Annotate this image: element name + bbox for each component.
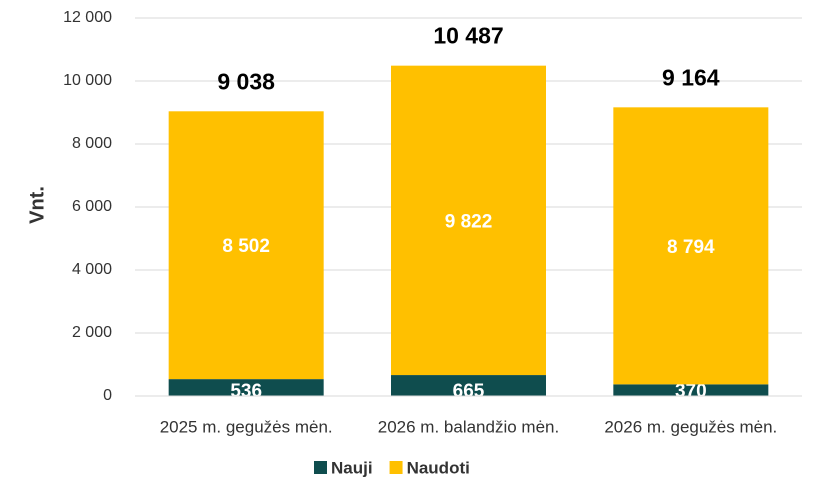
legend-swatch xyxy=(314,461,327,474)
bar-segment xyxy=(168,111,324,380)
x-tick-label: 2025 m. gegužės mėn. xyxy=(160,417,333,436)
bar-segment xyxy=(168,379,324,396)
bar-segment xyxy=(613,107,769,385)
total-label: 9 164 xyxy=(662,64,720,90)
y-tick-label: 4 000 xyxy=(72,261,112,278)
y-tick-label: 6 000 xyxy=(72,198,112,215)
y-axis-label: Vnt. xyxy=(26,186,48,224)
total-label: 9 038 xyxy=(217,68,275,94)
total-label: 10 487 xyxy=(433,23,503,49)
y-tick-label: 10 000 xyxy=(63,72,112,89)
data-label: 8 794 xyxy=(667,237,715,258)
data-label: 9 822 xyxy=(445,211,493,232)
data-label: 536 xyxy=(230,381,262,402)
y-tick-label: 12 000 xyxy=(63,9,112,26)
y-tick-label: 0 xyxy=(103,387,112,404)
y-tick-label: 2 000 xyxy=(72,324,112,341)
x-tick-label: 2026 m. balandžio mėn. xyxy=(378,417,559,436)
data-label: 370 xyxy=(675,381,707,402)
data-label: 665 xyxy=(453,381,485,402)
x-tick-label: 2026 m. gegužės mėn. xyxy=(604,417,777,436)
bar-segment xyxy=(391,65,546,376)
bar-segment xyxy=(613,384,769,396)
y-tick-label: 8 000 xyxy=(72,135,112,152)
bar-segment xyxy=(391,375,546,396)
legend-label: Nauji xyxy=(331,458,373,477)
data-label: 8 502 xyxy=(222,236,270,257)
legend-label: Naudoti xyxy=(407,458,470,477)
legend-swatch xyxy=(389,461,403,474)
